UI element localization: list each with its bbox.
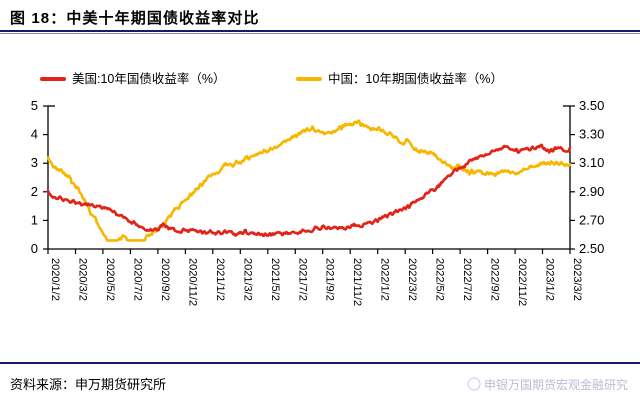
svg-text:2022/3/2: 2022/3/2 — [406, 258, 418, 301]
svg-text:2023/1/2: 2023/1/2 — [544, 258, 556, 301]
svg-text:2020/11/2: 2020/11/2 — [186, 258, 198, 306]
svg-text:2020/5/2: 2020/5/2 — [104, 258, 116, 301]
svg-text:2.50: 2.50 — [579, 241, 604, 256]
svg-text:2020/1/2: 2020/1/2 — [49, 258, 61, 301]
svg-text:3.50: 3.50 — [579, 98, 604, 113]
svg-text:2022/5/2: 2022/5/2 — [434, 258, 446, 301]
svg-text:3.30: 3.30 — [579, 127, 604, 142]
svg-text:2020/7/2: 2020/7/2 — [131, 258, 143, 301]
svg-text:2.70: 2.70 — [579, 212, 604, 227]
svg-text:2020/3/2: 2020/3/2 — [77, 258, 89, 301]
svg-text:2.90: 2.90 — [579, 184, 604, 199]
svg-text:2021/9/2: 2021/9/2 — [324, 258, 336, 301]
svg-text:1: 1 — [31, 212, 38, 227]
svg-text:2022/1/2: 2022/1/2 — [379, 258, 391, 301]
svg-text:2022/9/2: 2022/9/2 — [489, 258, 501, 301]
svg-text:4: 4 — [31, 127, 38, 142]
svg-text:2021/1/2: 2021/1/2 — [214, 258, 226, 301]
svg-text:3: 3 — [31, 155, 38, 170]
svg-text:2: 2 — [31, 184, 38, 199]
svg-text:5: 5 — [31, 98, 38, 113]
svg-text:2022/7/2: 2022/7/2 — [461, 258, 473, 301]
svg-text:2023/3/2: 2023/3/2 — [571, 258, 583, 301]
svg-text:2021/3/2: 2021/3/2 — [241, 258, 253, 301]
svg-text:3.10: 3.10 — [579, 155, 604, 170]
svg-text:2020/9/2: 2020/9/2 — [159, 258, 171, 301]
svg-text:2021/7/2: 2021/7/2 — [296, 258, 308, 301]
svg-text:0: 0 — [31, 241, 38, 256]
svg-text:2021/5/2: 2021/5/2 — [269, 258, 281, 301]
svg-text:2021/11/2: 2021/11/2 — [351, 258, 363, 306]
svg-text:2022/11/2: 2022/11/2 — [516, 258, 528, 306]
